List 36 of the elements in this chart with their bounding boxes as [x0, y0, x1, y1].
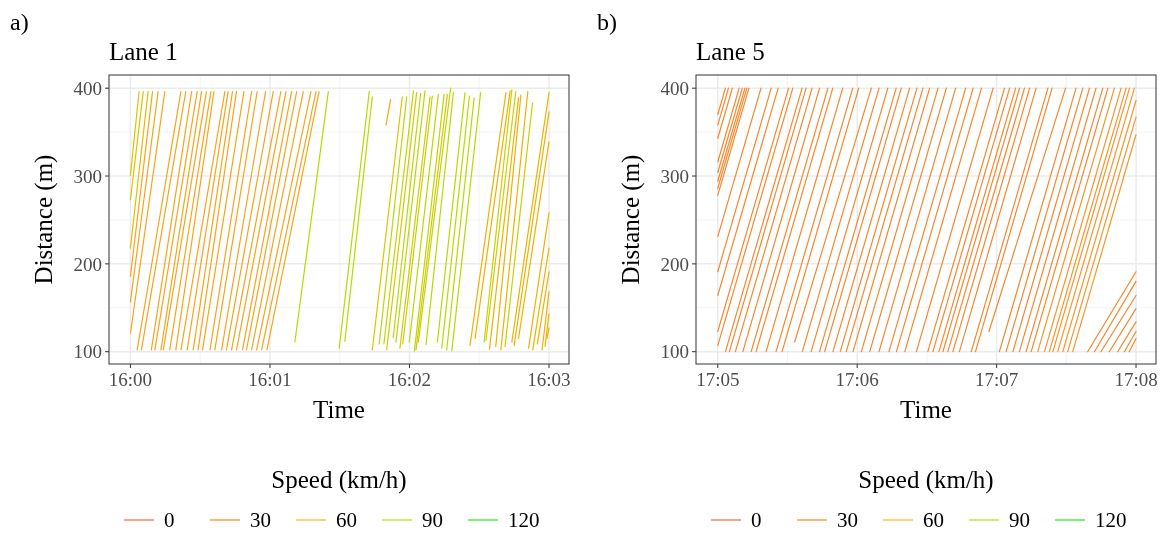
y-tick-label: 400 [660, 77, 689, 99]
chart-title: Lane 5 [696, 38, 765, 65]
legend-label: 30 [250, 508, 271, 532]
x-tick-label: 16:03 [527, 369, 571, 390]
legend-label: 120 [508, 508, 540, 532]
legend-label: 120 [1095, 508, 1127, 532]
legend-label: 0 [164, 508, 175, 532]
x-tick-label: 17:05 [696, 369, 740, 390]
x-tick-label: 17:08 [1114, 369, 1158, 390]
legend-label: 60 [923, 508, 944, 532]
x-tick-label: 17:06 [835, 369, 879, 390]
text: b) [597, 9, 617, 35]
legend-label: 90 [422, 508, 443, 532]
legend-label: 0 [751, 508, 762, 532]
y-tick-label: 400 [73, 77, 102, 99]
text: a) [10, 9, 29, 35]
y-tick-label: 300 [73, 165, 102, 187]
legend-label: 60 [336, 508, 357, 532]
y-tick-label: 300 [660, 165, 689, 187]
x-tick-label: 16:02 [387, 369, 432, 390]
y-tick-label: 200 [73, 253, 102, 275]
chart-title: Lane 1 [109, 38, 178, 65]
legend-label: 90 [1009, 508, 1030, 532]
y-tick-label: 100 [73, 341, 102, 363]
x-axis-title: Time [900, 396, 952, 423]
legend-label: 30 [837, 508, 858, 532]
y-tick-label: 200 [660, 253, 689, 275]
y-tick-label: 100 [660, 341, 689, 363]
x-tick-label: 16:01 [248, 369, 292, 390]
x-tick-label: 16:00 [108, 369, 153, 390]
legend-title: Speed (km/h) [271, 466, 407, 494]
legend-title: Speed (km/h) [858, 466, 994, 494]
x-tick-label: 17:07 [974, 369, 1019, 390]
y-axis-title: Distance (m) [617, 154, 645, 285]
y-axis-title: Distance (m) [30, 154, 58, 285]
x-axis-title: Time [313, 396, 365, 423]
